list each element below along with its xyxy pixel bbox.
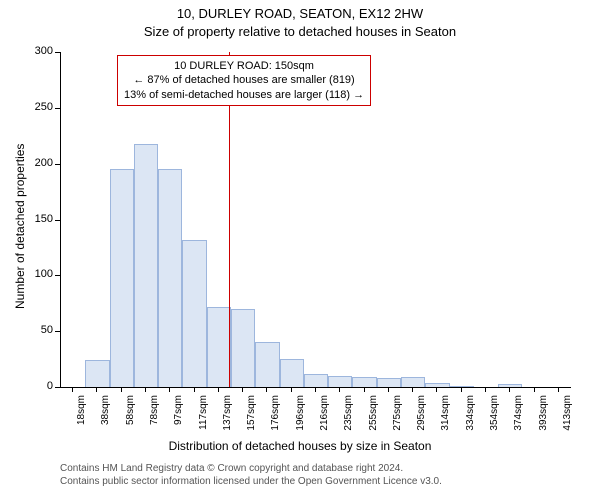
xtick-label: 137sqm — [222, 395, 233, 439]
xtick-label: 216sqm — [319, 395, 330, 439]
xtick-mark — [96, 387, 97, 392]
xtick-label: 97sqm — [173, 395, 184, 439]
ytick-mark — [55, 275, 60, 276]
chart-subtitle: Size of property relative to detached ho… — [0, 24, 600, 39]
xtick-mark — [412, 387, 413, 392]
chart-title: 10, DURLEY ROAD, SEATON, EX12 2HW — [0, 6, 600, 21]
xtick-label: 235sqm — [343, 395, 354, 439]
histogram-bar — [255, 342, 279, 387]
annotation-line: ← 87% of detached houses are smaller (81… — [124, 73, 364, 87]
histogram-bar — [85, 360, 109, 387]
xtick-mark — [485, 387, 486, 392]
xtick-label: 196sqm — [295, 395, 306, 439]
ytick-mark — [55, 331, 60, 332]
histogram-bar — [498, 384, 522, 387]
histogram-bar — [134, 144, 158, 387]
xtick-label: 354sqm — [489, 395, 500, 439]
histogram-bar — [182, 240, 206, 387]
xtick-mark — [339, 387, 340, 392]
xtick-mark — [388, 387, 389, 392]
annotation-line: 13% of semi-detached houses are larger (… — [124, 88, 364, 102]
xtick-label: 38sqm — [100, 395, 111, 439]
histogram-bar — [328, 376, 352, 387]
xtick-mark — [72, 387, 73, 392]
xtick-mark — [364, 387, 365, 392]
ytick-mark — [55, 164, 60, 165]
histogram-bar — [425, 383, 449, 387]
annotation-line: 10 DURLEY ROAD: 150sqm — [124, 59, 364, 73]
xtick-mark — [266, 387, 267, 392]
xtick-label: 18sqm — [76, 395, 87, 439]
histogram-bar — [450, 386, 474, 387]
xtick-mark — [558, 387, 559, 392]
ytick-label: 50 — [25, 324, 53, 336]
histogram-bar — [401, 377, 425, 387]
xtick-label: 295sqm — [416, 395, 427, 439]
xtick-mark — [218, 387, 219, 392]
xtick-label: 393sqm — [538, 395, 549, 439]
ytick-mark — [55, 52, 60, 53]
ytick-label: 250 — [25, 101, 53, 113]
xtick-label: 334sqm — [465, 395, 476, 439]
ytick-label: 300 — [25, 45, 53, 57]
xtick-mark — [436, 387, 437, 392]
credits-line: Contains HM Land Registry data © Crown c… — [60, 462, 442, 475]
xtick-mark — [169, 387, 170, 392]
histogram-bar — [304, 374, 328, 387]
ytick-label: 0 — [25, 380, 53, 392]
credits-line: Contains public sector information licen… — [60, 475, 442, 488]
xtick-mark — [121, 387, 122, 392]
xtick-mark — [534, 387, 535, 392]
ytick-label: 100 — [25, 268, 53, 280]
histogram-bar — [207, 307, 231, 387]
xtick-mark — [315, 387, 316, 392]
xtick-label: 157sqm — [246, 395, 257, 439]
xtick-label: 413sqm — [562, 395, 573, 439]
xtick-label: 314sqm — [440, 395, 451, 439]
ytick-label: 200 — [25, 157, 53, 169]
x-axis-label: Distribution of detached houses by size … — [0, 439, 600, 453]
ytick-mark — [55, 387, 60, 388]
histogram-bar — [352, 377, 376, 387]
histogram-bar — [377, 378, 401, 387]
xtick-mark — [242, 387, 243, 392]
xtick-label: 117sqm — [198, 395, 209, 439]
xtick-label: 58sqm — [125, 395, 136, 439]
xtick-mark — [291, 387, 292, 392]
histogram-bar — [110, 169, 134, 387]
xtick-label: 374sqm — [513, 395, 524, 439]
ytick-mark — [55, 108, 60, 109]
xtick-mark — [461, 387, 462, 392]
histogram-bar — [231, 309, 255, 387]
xtick-label: 176sqm — [270, 395, 281, 439]
xtick-label: 78sqm — [149, 395, 160, 439]
histogram-bar — [280, 359, 304, 387]
xtick-label: 255sqm — [368, 395, 379, 439]
xtick-mark — [145, 387, 146, 392]
histogram-bar — [158, 169, 182, 387]
xtick-mark — [194, 387, 195, 392]
xtick-mark — [509, 387, 510, 392]
ytick-label: 150 — [25, 213, 53, 225]
credits: Contains HM Land Registry data © Crown c… — [60, 462, 442, 488]
annotation-box: 10 DURLEY ROAD: 150sqm← 87% of detached … — [117, 55, 371, 106]
ytick-mark — [55, 220, 60, 221]
xtick-label: 275sqm — [392, 395, 403, 439]
